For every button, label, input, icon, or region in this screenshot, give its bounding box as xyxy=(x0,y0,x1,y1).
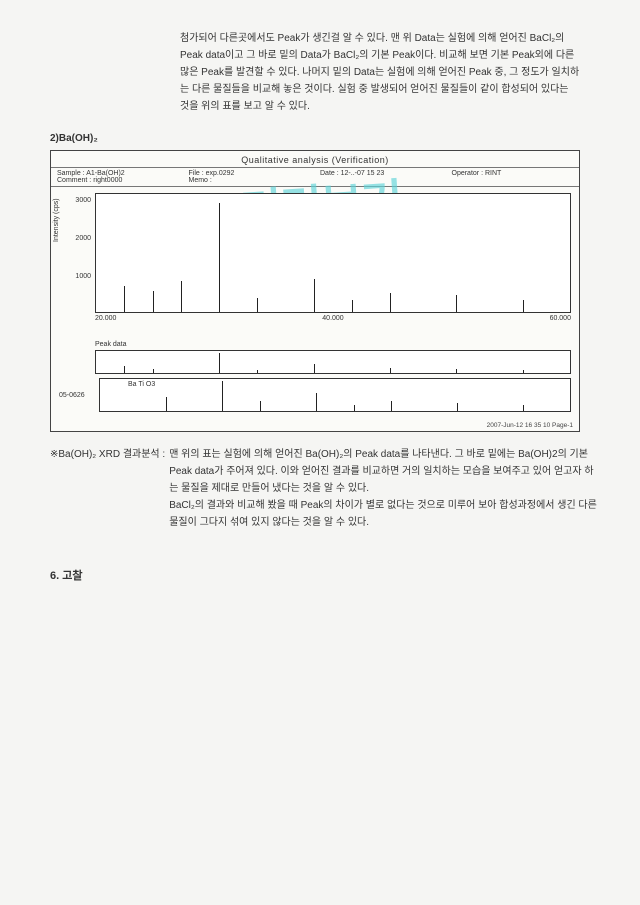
ytick-3000: 3000 xyxy=(75,197,91,204)
spectrum-peak xyxy=(153,291,154,312)
meta-sample-val: A1-Ba(OH)2 xyxy=(86,170,125,177)
spectrum-peak xyxy=(219,203,220,312)
meta-date-lbl: Date xyxy=(320,170,335,177)
spectrum-peak xyxy=(354,405,355,411)
spectrum-peak xyxy=(390,293,391,312)
analysis-section: ※Ba(OH)₂ XRD 결과분석 : 맨 위의 표는 실험에 의해 얻어진 B… xyxy=(50,446,600,531)
meta-sample-lbl: Sample xyxy=(57,170,81,177)
spectrum-peak xyxy=(166,397,167,411)
spectrum-peak xyxy=(523,370,524,373)
main-plot-area: Intensity (cps) 3000 2000 1000 20.000 40… xyxy=(51,187,579,337)
xtick-20: 20.000 xyxy=(95,315,116,322)
peak-data-section: Peak data xyxy=(95,341,571,374)
meta-sample: Sample : A1-Ba(OH)2 Comment : right0000 xyxy=(57,170,179,184)
peak-data-label: Peak data xyxy=(95,341,571,348)
spectrum-peak xyxy=(124,286,125,312)
reference-name: Ba Ti O3 xyxy=(128,381,155,388)
analysis-label: ※Ba(OH)₂ XRD 결과분석 : xyxy=(50,446,165,531)
spectrum-peak xyxy=(457,403,458,411)
meta-comment-val: right0000 xyxy=(93,177,122,184)
meta-file-lbl: File xyxy=(189,170,200,177)
xtick-60: 60.000 xyxy=(550,315,571,322)
spectrum-peak xyxy=(352,300,353,312)
main-plot-box xyxy=(95,193,571,313)
spectrum-peak xyxy=(390,368,391,373)
spectrum-peak xyxy=(257,370,258,373)
chart-footer-stamp: 2007-Jun-12 16 35 10 Page-1 xyxy=(51,420,579,431)
spectrum-peak xyxy=(222,381,223,411)
analysis-line: BaCl₂의 결과와 비교해 봤을 때 Peak의 차이가 별로 없다는 것으로… xyxy=(169,497,600,531)
ytick-1000: 1000 xyxy=(75,273,91,280)
spectrum-peak xyxy=(391,401,392,411)
intro-paragraph: 첨가되어 다른곳에서도 Peak가 생긴걸 알 수 있다. 맨 위 Data는 … xyxy=(180,30,580,115)
analysis-line: 맨 위의 표는 실험에 의해 얻어진 Ba(OH)₂의 Peak data를 나… xyxy=(169,446,600,497)
meta-comment-lbl: Comment xyxy=(57,177,87,184)
meta-date-val: 12-..-07 15 23 xyxy=(341,170,385,177)
spectrum-peak xyxy=(260,401,261,411)
xrd-chart-frame: Qualitative analysis (Verification) Samp… xyxy=(50,150,580,432)
meta-date: Date : 12-..-07 15 23 xyxy=(320,170,442,184)
meta-file: File : exp.0292 Memo : xyxy=(189,170,311,184)
spectrum-peak xyxy=(314,364,315,373)
meta-memo-lbl: Memo xyxy=(189,177,208,184)
analysis-body: 맨 위의 표는 실험에 의해 얻어진 Ba(OH)₂의 Peak data를 나… xyxy=(169,446,600,531)
peak-data-box xyxy=(95,350,571,374)
spectrum-peak xyxy=(314,279,315,312)
spectrum-peak xyxy=(456,369,457,373)
y-axis-label: Intensity (cps) xyxy=(53,198,60,242)
reference-box: Ba Ti O3 xyxy=(99,378,571,412)
reference-row: 05-0626 Ba Ti O3 xyxy=(59,378,571,412)
spectrum-peak xyxy=(456,295,457,312)
meta-file-val: exp.0292 xyxy=(206,170,235,177)
spectrum-peak xyxy=(523,300,524,312)
spectrum-peak xyxy=(257,298,258,312)
meta-oper-lbl: Operator xyxy=(452,170,480,177)
meta-oper-val: RINT xyxy=(485,170,501,177)
section-label: 2)Ba(OH)₂ xyxy=(50,133,600,144)
spectrum-peak xyxy=(523,405,524,411)
x-axis-ticks: 20.000 40.000 60.000 xyxy=(95,313,571,326)
spectrum-peak xyxy=(316,393,317,411)
spectrum-peak xyxy=(153,369,154,373)
chart-title: Qualitative analysis (Verification) xyxy=(51,151,579,168)
xtick-40: 40.000 xyxy=(322,315,343,322)
meta-oper: Operator : RINT xyxy=(452,170,574,184)
ytick-2000: 2000 xyxy=(75,235,91,242)
spectrum-peak xyxy=(124,366,125,373)
chart-meta-row: Sample : A1-Ba(OH)2 Comment : right0000 … xyxy=(51,168,579,187)
reference-code: 05-0626 xyxy=(59,392,93,399)
spectrum-peak xyxy=(219,353,220,373)
spectrum-peak xyxy=(181,281,182,312)
section-6-heading: 6. 고찰 xyxy=(50,567,600,583)
